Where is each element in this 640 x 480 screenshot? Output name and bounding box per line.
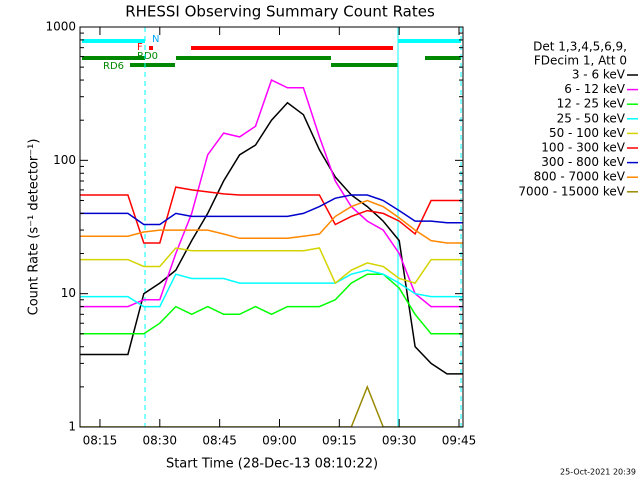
- flag-label: RD0: [137, 51, 158, 62]
- series-line: [80, 186, 463, 244]
- y-tick-label: 1000: [45, 20, 76, 34]
- legend-label: 7000 - 15000 keV: [518, 184, 625, 198]
- x-tick-label: 08:30: [142, 434, 177, 448]
- x-tick-label: 09:00: [262, 434, 297, 448]
- series-line: [80, 101, 463, 375]
- series-group: [80, 79, 463, 427]
- series-line: [80, 269, 463, 308]
- timestamp: 25-Oct-2021 20:39: [560, 468, 636, 477]
- y-tick-label: 100: [53, 153, 76, 167]
- x-tick-label: 08:45: [202, 434, 237, 448]
- series-line: [80, 79, 463, 308]
- legend-label: 25 - 50 keV: [557, 111, 626, 125]
- y-tick-label: 1: [68, 420, 76, 434]
- legend-label: 3 - 6 keV: [572, 68, 626, 82]
- y-tick-label: 10: [61, 286, 76, 300]
- legend-label: 100 - 300 keV: [541, 141, 625, 155]
- y-axis-label: Count Rate (s⁻¹ detector⁻¹): [27, 139, 42, 316]
- flag-label: F: [137, 42, 143, 53]
- chart-title: RHESSI Observing Summary Count Rates: [125, 3, 435, 21]
- legend-header: FDecim 1, Att 0: [534, 54, 627, 68]
- series-line: [80, 199, 463, 244]
- series-line: [80, 273, 463, 335]
- x-tick-label: 09:30: [382, 434, 417, 448]
- legend-label: 800 - 7000 keV: [534, 170, 626, 184]
- flag-bars: [82, 39, 461, 67]
- plot-frame: [79, 26, 464, 428]
- legend-label: 6 - 12 keV: [564, 82, 626, 96]
- x-axis-label: Start Time (28-Dec-13 08:10:22): [166, 457, 378, 472]
- flag-label: RD6: [103, 61, 124, 72]
- x-tick-label: 09:45: [442, 434, 477, 448]
- series-line: [80, 247, 463, 285]
- legend-label: 300 - 800 keV: [541, 155, 625, 169]
- legend-header: Det 1,3,4,5,6,9,: [533, 40, 627, 54]
- x-tick-label: 08:15: [83, 434, 118, 448]
- legend-label: 50 - 100 keV: [549, 126, 626, 140]
- legend-label: 12 - 25 keV: [557, 97, 626, 111]
- x-tick-label: 09:15: [322, 434, 357, 448]
- interval-lines: [144, 27, 462, 427]
- flag-label: N: [152, 34, 159, 45]
- series-line: [80, 194, 463, 226]
